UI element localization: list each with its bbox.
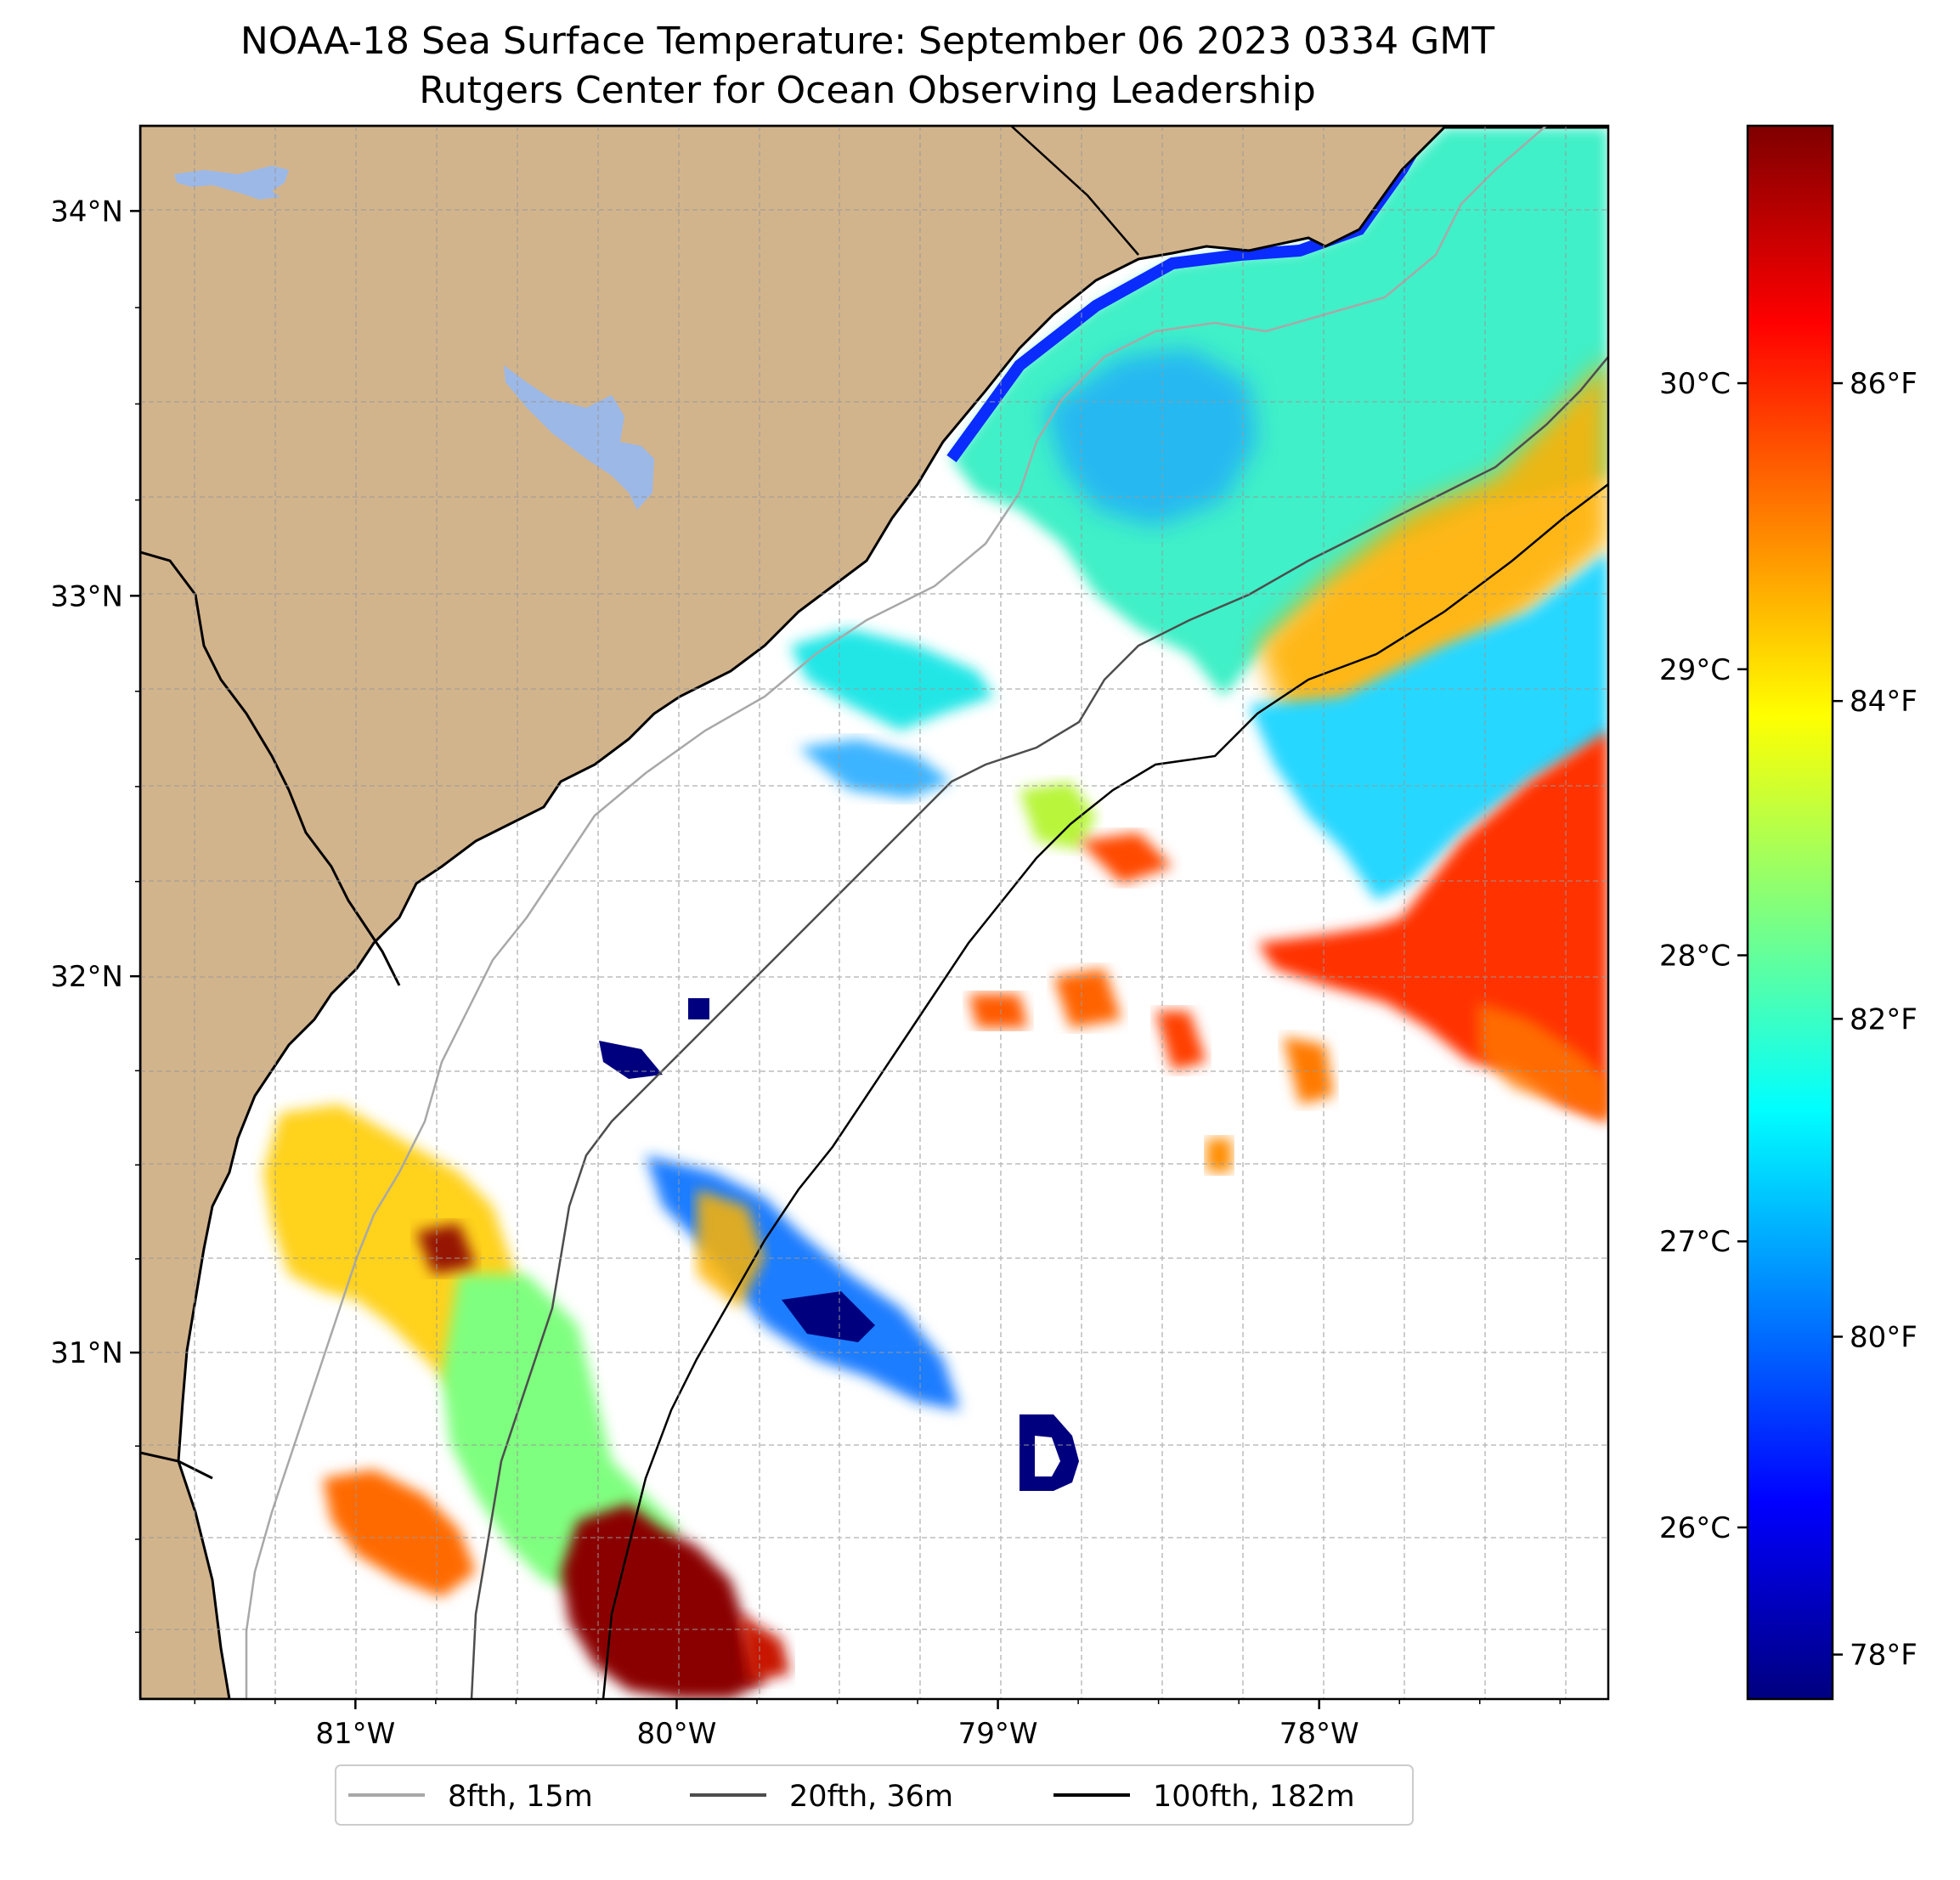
sst-cool-band-east (1249, 552, 1608, 900)
state-border-sc-ga (140, 550, 401, 986)
state-border-nc-sc (1010, 126, 1139, 256)
sst-patch-mid-2 (799, 739, 952, 799)
sst-patch-mid-6 (1155, 1011, 1206, 1070)
colorbar-celsius-label: 27°C (1659, 1225, 1731, 1259)
sst-hot-spot (416, 1223, 476, 1274)
lon-tick-label: 81°W (315, 1717, 395, 1751)
lat-tick-label: 31°N (50, 1336, 123, 1370)
sst-patch-mid-9 (1206, 1138, 1232, 1172)
sst-cold-tongue-core (782, 1291, 875, 1342)
sst-cold-patch-small-1 (688, 998, 709, 1019)
sst-warm-band (1257, 357, 1608, 739)
isobath-182m (602, 483, 1608, 1699)
lat-tick-label: 33°N (50, 579, 123, 613)
colorbar-fahrenheit-label: 78°F (1850, 1639, 1918, 1673)
colorbar-ticks: 30°C 29°C 28°C 27°C 26°C 86°F 84°F 82°F 80°F 78°F (1659, 367, 1918, 1673)
colorbar-celsius-label: 26°C (1659, 1511, 1731, 1545)
map-gridlines (140, 126, 1608, 1699)
map-axis-ticks: 34°N 33°N 32°N 31°N 81°W 80°W 79°W 78°W (50, 195, 1562, 1751)
lat-tick-label: 32°N (50, 960, 123, 994)
colorbar-celsius-label: 29°C (1659, 653, 1731, 687)
lon-tick-label: 78°W (1279, 1717, 1359, 1751)
chart-title: NOAA-18 Sea Surface Temperature: Septemb… (240, 20, 1494, 63)
sst-patch-mid-3 (1020, 782, 1096, 850)
sst-patch-mid-7 (969, 994, 1028, 1028)
colorbar-celsius-label: 28°C (1659, 940, 1731, 974)
sst-orange-south (323, 1470, 476, 1597)
sst-cool-blue-north (1045, 348, 1257, 527)
legend-label-15m: 8fth, 15m (448, 1780, 593, 1814)
land-mass (140, 126, 1608, 1699)
colorbar-fahrenheit-label: 80°F (1850, 1320, 1918, 1354)
map-area (140, 126, 1608, 1699)
sst-patch-mid-8 (1283, 1036, 1334, 1104)
sst-warm-tongue (697, 1189, 765, 1308)
state-border-ga-fl (140, 1451, 213, 1480)
sst-hot-south (561, 1504, 765, 1699)
lon-tick-label: 79°W (958, 1717, 1038, 1751)
sst-red-south-2 (739, 1614, 790, 1682)
lake-marion (174, 166, 289, 200)
colorbar-fahrenheit-label: 86°F (1850, 367, 1918, 401)
sst-patch-mid-1 (790, 629, 994, 731)
isobath-15m (245, 126, 1547, 1699)
colorbar-celsius-label: 30°C (1659, 367, 1731, 401)
legend-label-36m: 20fth, 36m (789, 1780, 953, 1814)
sst-gulf-stream-orange (1478, 1002, 1608, 1121)
sst-cold-patch-small-2 (599, 1041, 663, 1079)
colorbar-fahrenheit-label: 82°F (1850, 1002, 1918, 1036)
legend-label-182m: 100fth, 182m (1153, 1780, 1355, 1814)
sst-patch-mid-4 (1079, 833, 1172, 884)
isobath-legend: 8fth, 15m 20fth, 36m 100fth, 182m (335, 1764, 1414, 1826)
sst-patch-mid-5 (1053, 968, 1121, 1028)
chart-subtitle: Rutgers Center for Ocean Observing Leade… (419, 69, 1316, 112)
colorbar-fahrenheit-label: 84°F (1850, 685, 1918, 719)
map-frame (138, 124, 1610, 1701)
isobath-36m (470, 356, 1608, 1699)
sst-data-layer (263, 126, 1608, 1699)
colorbar (1746, 124, 1834, 1701)
legend-frame (335, 1764, 1414, 1826)
sst-cold-patch-d (1020, 1414, 1079, 1491)
sst-shelf-north (952, 127, 1608, 697)
lat-tick-label: 34°N (50, 195, 123, 229)
lon-tick-label: 80°W (637, 1717, 717, 1751)
